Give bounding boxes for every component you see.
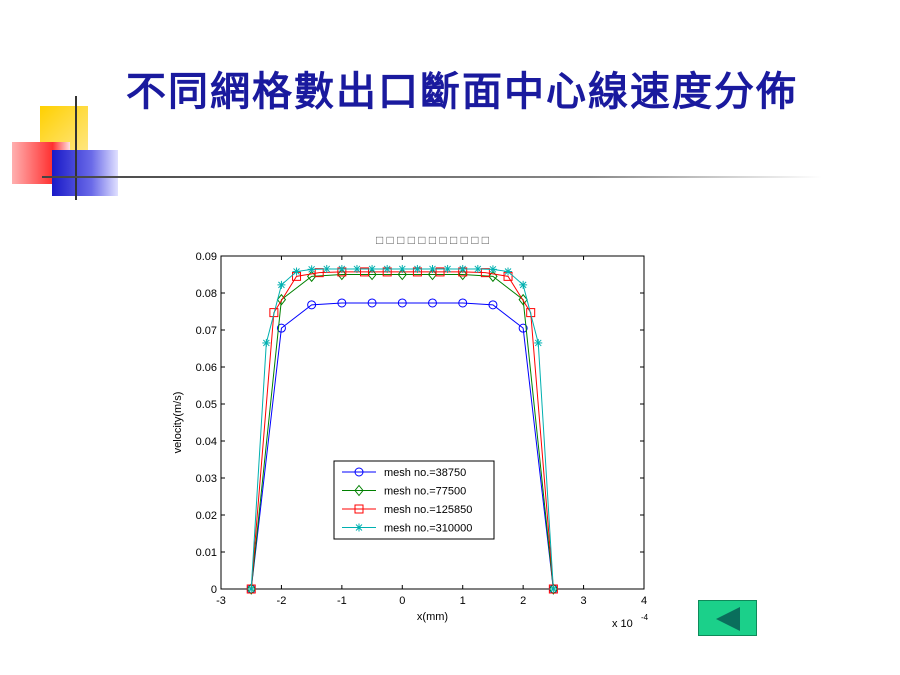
- y-tick-label: 0.06: [196, 362, 217, 374]
- x-tick-label: -1: [337, 595, 347, 607]
- data-point-series-3: [435, 267, 445, 277]
- data-point-series-4: [337, 264, 346, 273]
- x-tick-label: -3: [216, 595, 226, 607]
- y-tick-label: 0.01: [196, 547, 217, 559]
- data-point-series-2: [518, 293, 528, 306]
- data-point-series-4: [277, 280, 286, 289]
- x-tick-label: 1: [460, 595, 466, 607]
- x-tick-label: 4: [641, 595, 647, 607]
- data-point-series-4: [443, 264, 452, 273]
- x-tick-label: 3: [581, 595, 587, 607]
- y-tick-label: 0.07: [196, 325, 217, 337]
- data-point-series-4: [519, 280, 528, 289]
- data-point-series-2: [337, 268, 347, 281]
- data-point-series-4: [398, 264, 407, 273]
- legend-marker-2: [354, 484, 364, 497]
- data-point-series-4: [458, 264, 467, 273]
- title-underline: [42, 176, 822, 178]
- data-point-series-4: [549, 585, 558, 593]
- data-point-series-2: [246, 583, 256, 595]
- legend-label-2: mesh no.=77500: [384, 486, 466, 498]
- y-tick-label: 0.03: [196, 473, 217, 485]
- data-point-series-1: [337, 298, 347, 308]
- x-tick-label: -2: [277, 595, 287, 607]
- data-point-series-3: [360, 267, 370, 277]
- series-line-2: [250, 274, 554, 590]
- data-point-series-4: [368, 264, 377, 273]
- y-tick-label: 0.08: [196, 288, 217, 300]
- back-button[interactable]: [698, 600, 757, 636]
- left-triangle-icon: [716, 607, 740, 631]
- chart-title: □ □ □ □ □ □ □ □ □ □ □: [376, 233, 489, 247]
- y-tick-label: 0.09: [196, 251, 217, 263]
- vertical-accent-line: [75, 96, 77, 200]
- data-point-series-4: [262, 338, 271, 347]
- data-point-series-4: [413, 264, 422, 273]
- data-point-series-1: [367, 298, 377, 308]
- data-point-series-1: [428, 298, 437, 308]
- data-point-series-4: [504, 267, 513, 276]
- data-point-series-1: [397, 298, 407, 308]
- data-point-series-4: [473, 264, 482, 273]
- data-point-series-1: [518, 323, 528, 333]
- y-tick-label: 0.05: [196, 399, 217, 411]
- x-tick-label: 2: [520, 595, 526, 607]
- data-point-series-4: [428, 264, 437, 273]
- legend-marker-3: [354, 504, 364, 514]
- data-point-series-4: [307, 265, 316, 274]
- y-tick-label: 0.02: [196, 510, 217, 522]
- blue-accent-block: [52, 150, 118, 196]
- data-point-series-4: [383, 264, 392, 273]
- legend-marker-4: [355, 523, 363, 532]
- y-tick-label: 0.04: [196, 436, 217, 448]
- data-point-series-3: [526, 308, 536, 318]
- data-point-series-4: [534, 338, 543, 347]
- data-point-series-4: [352, 264, 361, 273]
- data-point-series-2: [276, 293, 287, 306]
- data-point-series-1: [307, 300, 317, 310]
- data-point-series-1: [276, 323, 286, 333]
- data-point-series-1: [458, 298, 468, 308]
- series-line-1: [250, 302, 554, 590]
- y-axis-label: velocity(m/s): [172, 392, 184, 454]
- x-axis-label: x(mm): [417, 611, 448, 623]
- x-multiplier-label: x 10: [612, 618, 633, 630]
- slide-title: 不同網格數出口斷面中心線速度分佈: [126, 68, 798, 115]
- data-point-series-2: [427, 268, 438, 281]
- legend-label-1: mesh no.=38750: [384, 467, 466, 479]
- data-point-series-4: [247, 585, 256, 593]
- data-point-series-2: [548, 583, 558, 595]
- x-tick-label: 0: [399, 595, 405, 607]
- data-point-series-1: [488, 300, 498, 310]
- x-multiplier-exponent: -4: [641, 613, 649, 622]
- legend-marker-1: [354, 467, 364, 477]
- data-point-series-2: [367, 268, 377, 281]
- data-point-series-4: [322, 264, 331, 273]
- legend-label-3: mesh no.=125850: [384, 504, 472, 516]
- legend-label-4: mesh no.=310000: [384, 523, 472, 535]
- data-point-series-2: [458, 268, 468, 281]
- y-tick-label: 0: [211, 584, 217, 596]
- data-point-series-3: [269, 308, 279, 318]
- data-point-series-4: [292, 267, 301, 276]
- data-point-series-4: [488, 265, 497, 274]
- data-point-series-2: [397, 268, 407, 281]
